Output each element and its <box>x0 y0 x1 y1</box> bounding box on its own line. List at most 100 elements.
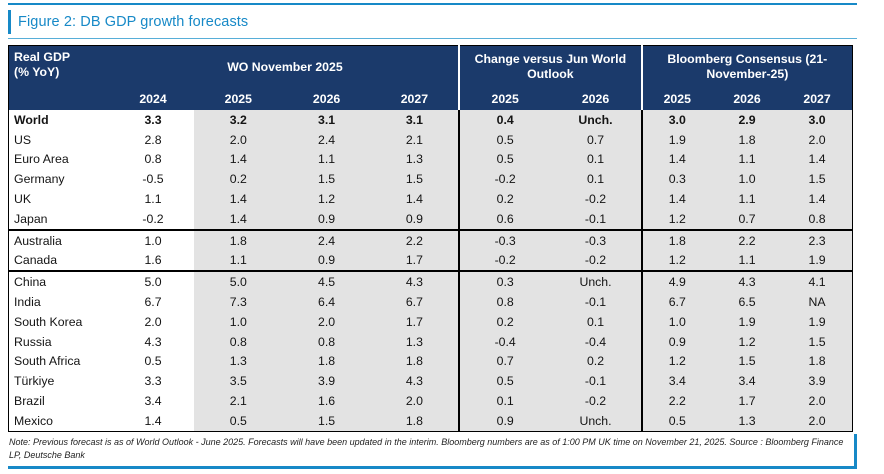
table-cell: 1.1 <box>711 189 783 209</box>
table-cell: 2.0 <box>782 391 853 411</box>
footnote-text: Note: Previous forecast is as of World O… <box>9 436 844 460</box>
table-cell: 1.2 <box>282 189 371 209</box>
table-cell: 3.0 <box>641 110 712 130</box>
table-cell: 6.7 <box>111 292 195 312</box>
table-cell: 1.5 <box>282 410 371 432</box>
table-cell: 0.5 <box>194 410 283 432</box>
table-cell: 0.8 <box>282 331 371 352</box>
table-cell: 1.4 <box>194 208 283 231</box>
table-cell: 3.4 <box>111 391 195 411</box>
header-year-row: 2024 2025 2026 2027 2025 2026 2025 2026 … <box>8 88 853 110</box>
table-row: Australia 1.0 1.8 2.4 2.2 -0.3 -0.3 1.8 2.2 2.3 <box>8 229 853 251</box>
table-cell: 2.0 <box>782 129 853 150</box>
table-cell: -0.4 <box>459 331 551 352</box>
table-cell: 3.3 <box>111 371 195 392</box>
table-cell: 1.8 <box>370 351 461 372</box>
table-cell: 4.9 <box>641 271 712 293</box>
table-cell: 1.8 <box>370 410 461 432</box>
table-cell: 1.1 <box>711 149 783 170</box>
table-cell: -0.1 <box>550 371 643 392</box>
table-row: UK 1.1 1.4 1.2 1.4 0.2 -0.2 1.4 1.1 1.4 <box>8 189 853 209</box>
table-cell: 1.4 <box>782 189 853 209</box>
table-cell: 0.2 <box>550 351 643 372</box>
row-label: Euro Area <box>8 149 112 170</box>
table-row: Canada 1.6 1.1 0.9 1.7 -0.2 -0.2 1.2 1.1 1.9 <box>8 250 853 273</box>
row-label: Russia <box>8 331 112 352</box>
table-cell: 3.4 <box>641 371 712 392</box>
table-cell: 0.5 <box>111 351 195 372</box>
row-label: India <box>8 292 112 312</box>
table-cell: 0.5 <box>459 371 551 392</box>
row-label: UK <box>8 189 112 209</box>
table-cell: -0.4 <box>550 331 643 352</box>
table-cell: 2.0 <box>370 391 461 411</box>
table-cell: 0.5 <box>459 129 551 150</box>
table-cell: 1.7 <box>711 391 783 411</box>
title-underline-rule <box>8 38 857 39</box>
gdp-forecast-table: Real GDP (% YoY) WO November 2025 Change… <box>8 45 853 432</box>
footnote-box: Note: Previous forecast is as of World O… <box>8 433 857 469</box>
table-cell: 0.8 <box>459 292 551 312</box>
table-cell: 2.0 <box>194 129 283 150</box>
table-cell: 1.1 <box>194 250 283 273</box>
table-cell: 1.9 <box>782 311 853 332</box>
row-label: World <box>8 110 112 130</box>
table-cell: 0.7 <box>711 208 783 231</box>
table-cell: 4.3 <box>111 331 195 352</box>
table-cell: 1.3 <box>370 149 461 170</box>
table-cell: 1.4 <box>782 149 853 170</box>
table-cell: 1.8 <box>282 351 371 372</box>
table-cell: 3.0 <box>782 110 853 130</box>
table-cell: 2.2 <box>641 391 712 411</box>
table-cell: -0.3 <box>550 229 643 251</box>
table-row: India 6.7 7.3 6.4 6.7 0.8 -0.1 6.7 6.5 NA <box>8 292 853 312</box>
table-cell: 1.6 <box>282 391 371 411</box>
table-cell: 5.0 <box>111 271 195 293</box>
table-cell: 0.8 <box>194 331 283 352</box>
row-label: Australia <box>8 229 112 251</box>
table-cell: 1.5 <box>282 169 371 190</box>
table-cell: 6.4 <box>282 292 371 312</box>
table-cell: 0.6 <box>459 208 551 231</box>
table-cell: 7.3 <box>194 292 283 312</box>
table-cell: -0.2 <box>550 189 643 209</box>
table-cell: 3.5 <box>194 371 283 392</box>
table-cell: 0.9 <box>282 208 371 231</box>
table-cell: Unch. <box>550 410 643 432</box>
group-header-wo: WO November 2025 <box>111 45 461 88</box>
year-header-blank <box>8 88 112 110</box>
table-row: Euro Area 0.8 1.4 1.1 1.3 0.5 0.1 1.4 1.1 1.4 <box>8 149 853 170</box>
table-row: World 3.3 3.2 3.1 3.1 0.4 Unch. 3.0 2.9 3.0 <box>8 110 853 130</box>
table-cell: -0.2 <box>459 169 551 190</box>
table-cell: 1.4 <box>641 189 712 209</box>
table-cell: -0.2 <box>550 250 643 273</box>
table-cell: 3.9 <box>782 371 853 392</box>
row-label: Mexico <box>8 410 112 432</box>
year-header: 2025 <box>641 88 712 110</box>
table-cell: 0.9 <box>641 331 712 352</box>
table-cell: -0.2 <box>550 391 643 411</box>
table-row: South Korea 2.0 1.0 2.0 1.7 0.2 0.1 1.0 1.9 1.9 <box>8 311 853 332</box>
table-cell: 1.0 <box>711 169 783 190</box>
table-cell: 1.2 <box>641 208 712 231</box>
table-cell: 3.4 <box>711 371 783 392</box>
year-header: 2025 <box>194 88 283 110</box>
table-cell: 0.1 <box>550 169 643 190</box>
table-cell: 4.3 <box>711 271 783 293</box>
table-cell: 2.0 <box>782 410 853 432</box>
table-row: Germany -0.5 0.2 1.5 1.5 -0.2 0.1 0.3 1.0 1.5 <box>8 169 853 190</box>
corner-line2: (% YoY) <box>14 64 60 79</box>
table-cell: 1.5 <box>782 331 853 352</box>
table-row: Türkiye 3.3 3.5 3.9 4.3 0.5 -0.1 3.4 3.4 3.9 <box>8 371 853 392</box>
table-row: Japan -0.2 1.4 0.9 0.9 0.6 -0.1 1.2 0.7 0.8 <box>8 208 853 231</box>
figure-title-bar: Figure 2: DB GDP growth forecasts <box>8 5 857 38</box>
group-header-bloomberg: Bloomberg Consensus (21-November-25) <box>641 45 853 88</box>
table-cell: 2.3 <box>782 229 853 251</box>
table-cell: 0.2 <box>459 189 551 209</box>
year-header: 2026 <box>282 88 371 110</box>
table-cell: 0.7 <box>550 129 643 150</box>
row-label: Türkiye <box>8 371 112 392</box>
table-cell: 2.1 <box>194 391 283 411</box>
table-cell: 0.8 <box>782 208 853 231</box>
table-cell: -0.2 <box>459 250 551 273</box>
